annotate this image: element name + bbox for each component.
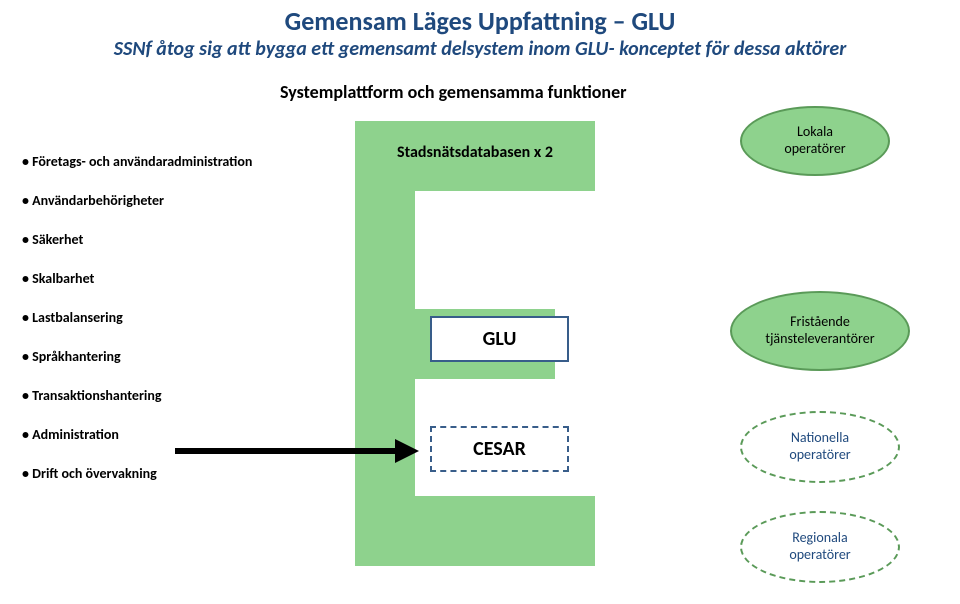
e-shape-top-label: Stadsnätsdatabasen x 2: [355, 143, 595, 162]
glu-box: GLU: [430, 316, 569, 362]
e-shape-bottom-arm: [355, 496, 595, 566]
ellipse-local-operators: Lokala operatörer: [740, 106, 890, 176]
glu-box-label: GLU: [483, 327, 517, 351]
page-subtitle: SSNf åtog sig att bygga ett gemensamt de…: [0, 37, 960, 61]
arrow-line: [175, 448, 400, 454]
ellipse-regional-operators: Regionala operatörer: [740, 511, 900, 583]
list-item: Språkhantering: [22, 348, 252, 365]
diagram-canvas: Systemplattform och gemensamma funktione…: [0, 61, 960, 591]
list-item: Drift och övervakning: [22, 465, 252, 482]
ellipse-label: Fristående tjänsteleverantörer: [765, 314, 874, 348]
list-item: Säkerhet: [22, 231, 252, 248]
ellipse-label: Regionala operatörer: [789, 530, 850, 564]
page-title: Gemensam Läges Uppfattning – GLU: [0, 6, 960, 37]
cesar-box-label: CESAR: [473, 437, 526, 461]
ellipse-standalone-providers: Fristående tjänsteleverantörer: [730, 291, 910, 371]
platform-label: Systemplattform och gemensamma funktione…: [280, 81, 627, 103]
ellipse-label: Nationella operatörer: [789, 430, 850, 464]
ellipse-national-operators: Nationella operatörer: [740, 411, 900, 483]
list-item: Transaktionshantering: [22, 387, 252, 404]
list-item: Skalbarhet: [22, 270, 252, 287]
list-item: Lastbalansering: [22, 309, 252, 326]
ellipse-label: Lokala operatörer: [784, 124, 845, 158]
cesar-box: CESAR: [430, 426, 569, 472]
arrow-head-icon: [395, 439, 419, 463]
arrow-to-cesar: [175, 441, 420, 461]
list-item: Företags- och användaradministration: [22, 153, 252, 170]
list-item: Användarbehörigheter: [22, 192, 252, 209]
